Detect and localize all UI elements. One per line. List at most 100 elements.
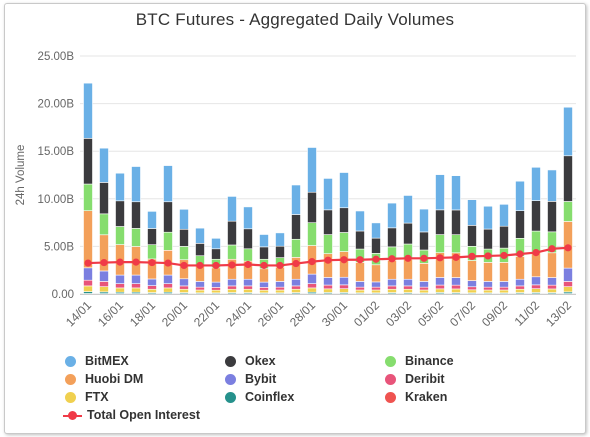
bar-segment — [291, 288, 301, 293]
bar-segment — [387, 288, 397, 293]
bar-segment — [195, 286, 205, 291]
bar-segment — [99, 286, 109, 293]
bar-segment — [115, 283, 125, 289]
bar-segment — [419, 208, 429, 233]
legend-line-swatch — [63, 410, 82, 421]
open-interest-point — [260, 261, 268, 270]
bar-segment — [371, 237, 381, 254]
bar-segment — [147, 285, 157, 290]
bar-segment — [227, 278, 237, 287]
bar-segment — [243, 228, 253, 250]
bar-segment — [499, 286, 509, 291]
bar-segment — [195, 289, 205, 294]
open-interest-point — [116, 258, 124, 266]
bar-segment — [291, 285, 301, 290]
bar-segment — [243, 206, 253, 230]
bar-segment — [243, 285, 253, 290]
legend-item-bitmex[interactable]: BitMEX — [65, 354, 129, 368]
bar-segment — [483, 228, 493, 250]
bar-segment — [275, 286, 285, 291]
bar-segment — [435, 209, 445, 235]
legend-label: Deribit — [405, 372, 445, 386]
legend-item-kraken[interactable]: Kraken — [385, 390, 447, 404]
bar-segment — [243, 288, 253, 293]
bar-segment — [499, 262, 509, 282]
x-tick-label: 13/02 — [543, 298, 574, 329]
x-tick-label: 14/01 — [63, 298, 94, 329]
bar-segment — [515, 256, 525, 280]
legend-item-huobi-dm[interactable]: Huobi DM — [65, 372, 143, 386]
legend-item-deribit[interactable]: Deribit — [385, 372, 445, 386]
bar-segment — [179, 228, 189, 247]
bar-segment — [323, 288, 333, 293]
bar-segment — [99, 281, 109, 287]
legend-label: Coinflex — [245, 390, 295, 404]
legend-swatch — [385, 355, 396, 367]
open-interest-point — [340, 256, 348, 264]
bar-segment — [531, 230, 541, 253]
bar-segment — [323, 234, 333, 254]
open-interest-point — [452, 253, 460, 261]
bar-segment — [211, 248, 221, 260]
bar-segment — [83, 267, 93, 281]
legend-item-okex[interactable]: Okex — [225, 354, 276, 368]
open-interest-point — [356, 256, 364, 264]
bar-segment — [339, 288, 349, 293]
open-interest-point — [436, 254, 444, 262]
bar-segment — [371, 222, 381, 239]
legend-swatch — [65, 373, 76, 385]
bar-segment — [83, 279, 93, 287]
legend-item-coinflex[interactable]: Coinflex — [225, 390, 294, 404]
bar-segment — [547, 288, 557, 293]
x-tick-label: 30/01 — [319, 298, 350, 329]
bar-segment — [131, 201, 141, 229]
bar-segment — [563, 286, 573, 293]
legend-item-binance[interactable]: Binance — [385, 354, 454, 368]
open-interest-point — [196, 261, 204, 270]
bar-segment — [499, 204, 509, 227]
bar-segment — [83, 138, 93, 185]
bar-segment — [307, 273, 317, 284]
bar-segment — [355, 262, 365, 282]
bar-segment — [467, 286, 477, 291]
open-interest-point — [564, 244, 572, 252]
bar-segment — [355, 289, 365, 294]
y-tick-label: 10.00B — [38, 194, 75, 206]
legend-item-bybit[interactable]: Bybit — [225, 372, 276, 386]
open-interest-point — [404, 254, 412, 262]
bar-segment — [307, 287, 317, 293]
legend-item-total-open-interest[interactable]: Total Open Interest — [63, 408, 200, 422]
bar-segment — [131, 166, 141, 203]
bar-segment — [483, 205, 493, 230]
bar-segment — [339, 172, 349, 209]
open-interest-point — [132, 258, 140, 266]
bar-segment — [307, 283, 317, 289]
bar-segment — [307, 222, 317, 246]
bar-segment — [291, 278, 301, 287]
bar-segment — [259, 246, 269, 260]
bar-segment — [483, 262, 493, 282]
bar-segment — [211, 289, 221, 294]
bar-segment — [467, 225, 477, 247]
legend-label: Kraken — [405, 390, 448, 404]
bar-segment — [323, 178, 333, 211]
bar-segment — [531, 200, 541, 232]
bar-segment — [419, 231, 429, 251]
legend-swatch — [225, 355, 236, 367]
legend-label: Okex — [245, 354, 276, 368]
open-interest-point — [516, 250, 524, 258]
bar-segment — [403, 288, 413, 293]
bar-segment — [323, 277, 333, 286]
bar-segment — [243, 248, 253, 262]
open-interest-point — [148, 258, 156, 267]
legend-item-ftx[interactable]: FTX — [65, 390, 109, 404]
y-tick-label: 0.00 — [52, 289, 74, 301]
bar-segment — [371, 281, 381, 288]
bar-segment — [467, 289, 477, 294]
x-tick-label: 24/01 — [223, 298, 254, 329]
bar-segment — [371, 264, 381, 283]
x-tick-label: 05/02 — [415, 298, 446, 329]
bar-segment — [547, 252, 557, 278]
bar-segment — [563, 155, 573, 202]
bar-segment — [227, 285, 237, 290]
